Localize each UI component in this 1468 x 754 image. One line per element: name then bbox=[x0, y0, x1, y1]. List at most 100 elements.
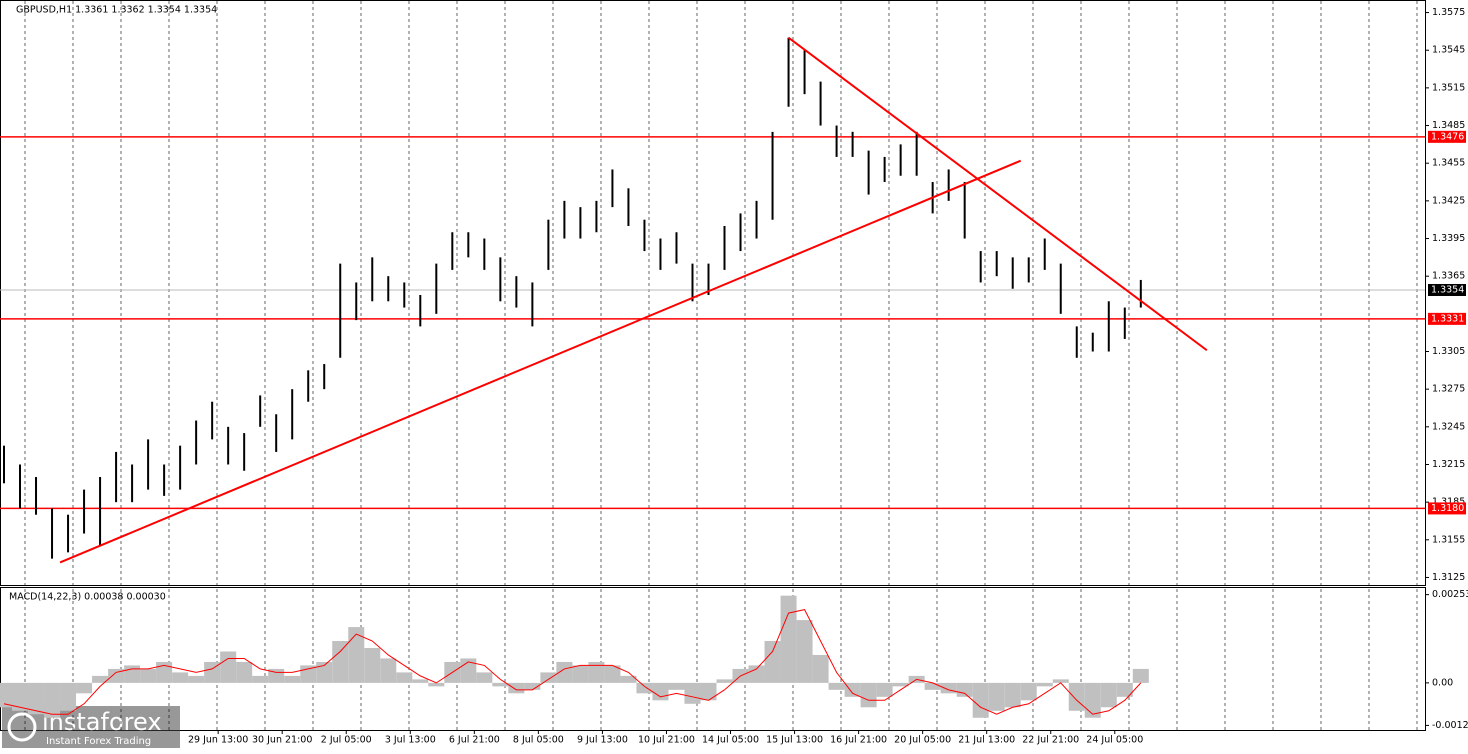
price-frame bbox=[0, 0, 1426, 586]
macd-bar bbox=[796, 620, 813, 683]
x-tick-label: 29 Jun 13:00 bbox=[188, 735, 248, 746]
y-tick-label: 1.3455 bbox=[1432, 158, 1465, 169]
level-label: 1.3180 bbox=[1431, 503, 1464, 514]
macd-bar bbox=[812, 654, 829, 683]
macd-bar bbox=[0, 682, 13, 708]
current-price-box bbox=[1428, 283, 1466, 296]
y-tick-label: 1.3425 bbox=[1432, 195, 1465, 206]
x-tick-label: 3 Jul 13:00 bbox=[385, 735, 436, 746]
x-tick-label: 9 Jul 13:00 bbox=[577, 735, 628, 746]
macd-bar bbox=[940, 682, 957, 694]
macd-signal bbox=[3, 609, 1142, 715]
x-tick-label: 16 Jul 21:00 bbox=[830, 735, 887, 746]
macd-frame bbox=[0, 587, 1426, 731]
y-tick-label: 1.3155 bbox=[1432, 534, 1465, 545]
x-tick-label: 8 Jul 05:00 bbox=[513, 735, 564, 746]
x-tick-label: 22 Jul 21:00 bbox=[1022, 735, 1079, 746]
y-tick-label: 1.3485 bbox=[1432, 120, 1465, 131]
level-box bbox=[1428, 502, 1466, 515]
macd-bar bbox=[988, 682, 1005, 711]
macd-bar bbox=[668, 682, 685, 690]
macd-bar bbox=[140, 668, 157, 683]
x-tick-label: 6 Jul 21:00 bbox=[449, 735, 500, 746]
macd-bar bbox=[876, 682, 893, 697]
macd-bar bbox=[44, 682, 61, 718]
macd-bar bbox=[652, 682, 669, 701]
macd-bar bbox=[492, 682, 509, 687]
macd-bar bbox=[716, 679, 733, 683]
y-tick-label: 0.00253 bbox=[1432, 589, 1468, 600]
watermark-brand: instaforex bbox=[42, 708, 162, 736]
macd-bar bbox=[396, 672, 413, 683]
x-tick-label: 2 Jul 05:00 bbox=[321, 735, 372, 746]
y-tick-label: 1.3215 bbox=[1432, 459, 1465, 470]
y-tick-label: 1.3245 bbox=[1432, 421, 1465, 432]
y-tick-label: 1.3575 bbox=[1432, 7, 1465, 18]
macd-bar bbox=[780, 595, 797, 683]
macd-bar bbox=[828, 682, 845, 690]
x-tick-label: 20 Jul 05:00 bbox=[894, 735, 951, 746]
macd-bar bbox=[588, 661, 605, 683]
level-box bbox=[1428, 130, 1466, 143]
trend-line bbox=[59, 159, 1022, 564]
macd-bar bbox=[220, 651, 237, 683]
macd-bar bbox=[700, 682, 717, 701]
macd-bar bbox=[284, 675, 301, 683]
macd-bar bbox=[364, 647, 381, 683]
macd-bar bbox=[508, 682, 525, 694]
watermark-logo bbox=[7, 712, 37, 742]
macd-bar bbox=[28, 682, 45, 715]
macd-bar bbox=[172, 672, 189, 683]
macd-bar bbox=[748, 665, 765, 683]
macd-bar bbox=[428, 682, 445, 687]
macd-bar bbox=[1052, 679, 1069, 683]
macd-bar bbox=[924, 682, 941, 690]
x-tick-label: 14 Jul 05:00 bbox=[702, 735, 759, 746]
macd-bar bbox=[108, 668, 125, 683]
macd-bar bbox=[316, 661, 333, 683]
macd-title: MACD(14,22,3) 0.00038 0.00030 bbox=[9, 592, 166, 603]
macd-bar bbox=[12, 682, 29, 711]
x-tick-label: 24 Jul 05:00 bbox=[1086, 735, 1143, 746]
macd-bar bbox=[572, 665, 589, 683]
macd-bar bbox=[476, 672, 493, 683]
macd-bar bbox=[540, 672, 557, 683]
trend-line bbox=[787, 36, 1208, 352]
y-tick-label: 1.3275 bbox=[1432, 384, 1465, 395]
level-box bbox=[1428, 312, 1466, 325]
macd-bar bbox=[252, 675, 269, 683]
current-price-label: 1.3354 bbox=[1431, 284, 1464, 295]
macd-bar bbox=[972, 682, 989, 718]
macd-bar bbox=[1132, 668, 1149, 683]
macd-bar bbox=[188, 675, 205, 683]
macd-bar bbox=[332, 641, 349, 683]
x-tick-label: 30 Jun 21:00 bbox=[252, 735, 312, 746]
x-tick-label: 10 Jul 21:00 bbox=[638, 735, 695, 746]
watermark: instaforex Instant Forex Trading bbox=[2, 706, 180, 748]
macd-bar bbox=[844, 682, 861, 697]
macd-bar bbox=[380, 658, 397, 683]
macd-bar bbox=[684, 682, 701, 704]
x-tick-label: 21 Jul 13:00 bbox=[958, 735, 1015, 746]
macd-bar bbox=[556, 661, 573, 683]
y-tick-label: 1.3305 bbox=[1432, 346, 1465, 357]
macd-bar bbox=[604, 665, 621, 683]
y-tick-label: 1.3125 bbox=[1432, 572, 1465, 583]
y-tick-label: 1.3545 bbox=[1432, 45, 1465, 56]
level-label: 1.3476 bbox=[1431, 131, 1464, 142]
watermark-tagline: Instant Forex Trading bbox=[46, 736, 151, 747]
macd-bar bbox=[348, 627, 365, 683]
macd-bar bbox=[620, 675, 637, 683]
macd-bar bbox=[764, 641, 781, 683]
macd-bar bbox=[204, 661, 221, 683]
macd-bar bbox=[124, 665, 141, 683]
y-tick-label: 1.3185 bbox=[1432, 497, 1465, 508]
macd-bar bbox=[860, 682, 877, 708]
y-tick-label: 1.3365 bbox=[1432, 271, 1465, 282]
level-label: 1.3331 bbox=[1431, 313, 1464, 324]
macd-bar bbox=[1004, 682, 1021, 708]
macd-bar bbox=[1068, 682, 1085, 711]
x-tick-label: 15 Jul 13:00 bbox=[766, 735, 823, 746]
